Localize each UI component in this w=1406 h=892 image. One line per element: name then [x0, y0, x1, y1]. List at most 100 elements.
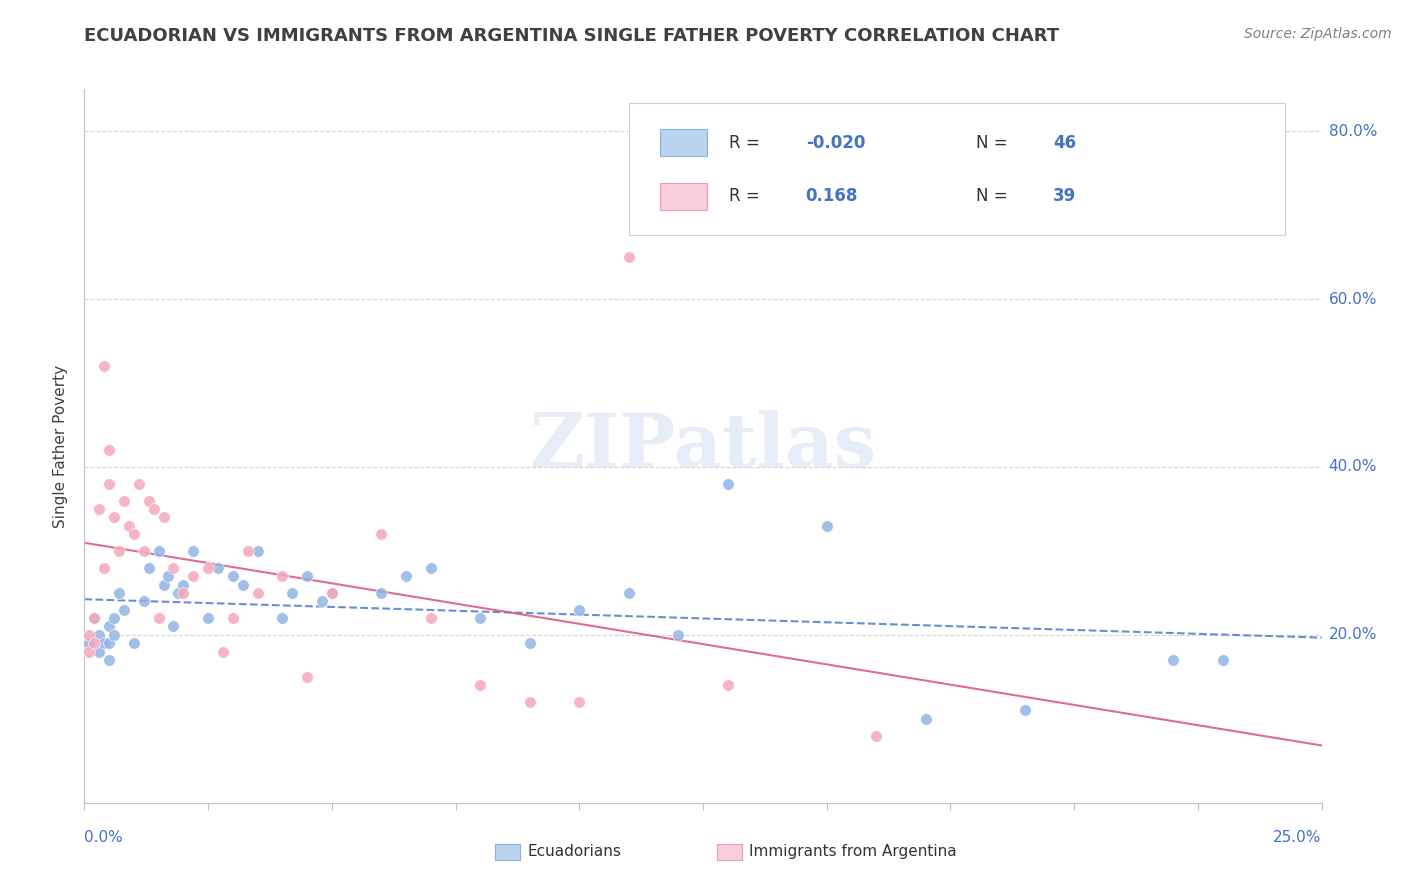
Point — [181, 569, 204, 583]
Point — [83, 611, 105, 625]
Point — [470, 611, 492, 625]
Text: Immigrants from Argentina: Immigrants from Argentina — [749, 845, 957, 859]
Point — [865, 729, 887, 743]
Point — [89, 645, 111, 659]
Point — [89, 502, 111, 516]
Point — [370, 586, 392, 600]
Point — [108, 586, 131, 600]
Point — [83, 636, 105, 650]
Point — [108, 544, 131, 558]
Point — [79, 636, 101, 650]
Text: -0.020: -0.020 — [806, 134, 865, 152]
Point — [295, 569, 318, 583]
Point — [236, 544, 259, 558]
Point — [138, 493, 160, 508]
Point — [181, 544, 204, 558]
Point — [568, 603, 591, 617]
Point — [162, 560, 184, 574]
Point — [212, 645, 235, 659]
Point — [232, 577, 254, 591]
Point — [717, 678, 740, 692]
Point — [167, 586, 190, 600]
Bar — [659, 183, 707, 210]
Point — [419, 560, 441, 574]
Point — [148, 611, 170, 625]
Text: 60.0%: 60.0% — [1329, 292, 1376, 307]
Point — [617, 250, 640, 264]
Point — [568, 695, 591, 709]
Point — [122, 636, 145, 650]
Point — [281, 586, 304, 600]
Text: 39: 39 — [1053, 187, 1077, 205]
Text: 0.0%: 0.0% — [84, 830, 124, 845]
Point — [112, 493, 135, 508]
Text: ZIPatlas: ZIPatlas — [530, 409, 876, 483]
Text: 80.0%: 80.0% — [1329, 124, 1376, 138]
Point — [519, 695, 541, 709]
Point — [666, 628, 689, 642]
Point — [914, 712, 936, 726]
Point — [1014, 703, 1036, 717]
Point — [103, 628, 125, 642]
Point — [246, 586, 269, 600]
Point — [152, 510, 174, 524]
Point — [815, 518, 838, 533]
Point — [271, 611, 294, 625]
Point — [246, 544, 269, 558]
Point — [148, 544, 170, 558]
Text: N =: N = — [976, 134, 1014, 152]
Text: 25.0%: 25.0% — [1274, 830, 1322, 845]
Point — [142, 502, 165, 516]
Point — [93, 636, 115, 650]
Point — [1161, 653, 1184, 667]
Point — [222, 569, 245, 583]
Y-axis label: Single Father Poverty: Single Father Poverty — [53, 365, 69, 527]
Point — [172, 577, 194, 591]
Point — [93, 560, 115, 574]
Point — [162, 619, 184, 633]
Point — [98, 443, 121, 458]
Bar — [628, 103, 1285, 235]
Text: ECUADORIAN VS IMMIGRANTS FROM ARGENTINA SINGLE FATHER POVERTY CORRELATION CHART: ECUADORIAN VS IMMIGRANTS FROM ARGENTINA … — [84, 27, 1060, 45]
Text: R =: R = — [728, 187, 765, 205]
Point — [122, 527, 145, 541]
Point — [172, 586, 194, 600]
Point — [519, 636, 541, 650]
Point — [157, 569, 180, 583]
Point — [321, 586, 343, 600]
Point — [98, 636, 121, 650]
Point — [79, 645, 101, 659]
Point — [93, 359, 115, 374]
Point — [470, 678, 492, 692]
Point — [132, 544, 155, 558]
Point — [197, 611, 219, 625]
Point — [271, 569, 294, 583]
Point — [118, 518, 141, 533]
Point — [98, 653, 121, 667]
Text: 40.0%: 40.0% — [1329, 459, 1376, 475]
Point — [419, 611, 441, 625]
Point — [295, 670, 318, 684]
Text: N =: N = — [976, 187, 1014, 205]
Text: 46: 46 — [1053, 134, 1076, 152]
Point — [717, 476, 740, 491]
Point — [138, 560, 160, 574]
Point — [321, 586, 343, 600]
Point — [98, 476, 121, 491]
Point — [103, 510, 125, 524]
Point — [197, 560, 219, 574]
Text: 0.168: 0.168 — [806, 187, 858, 205]
Point — [617, 586, 640, 600]
Point — [1212, 653, 1234, 667]
Point — [395, 569, 418, 583]
Text: R =: R = — [728, 134, 765, 152]
Point — [207, 560, 229, 574]
Point — [128, 476, 150, 491]
Point — [83, 611, 105, 625]
Point — [103, 611, 125, 625]
Point — [311, 594, 333, 608]
Point — [89, 628, 111, 642]
Text: 20.0%: 20.0% — [1329, 627, 1376, 642]
Point — [98, 619, 121, 633]
Point — [112, 603, 135, 617]
